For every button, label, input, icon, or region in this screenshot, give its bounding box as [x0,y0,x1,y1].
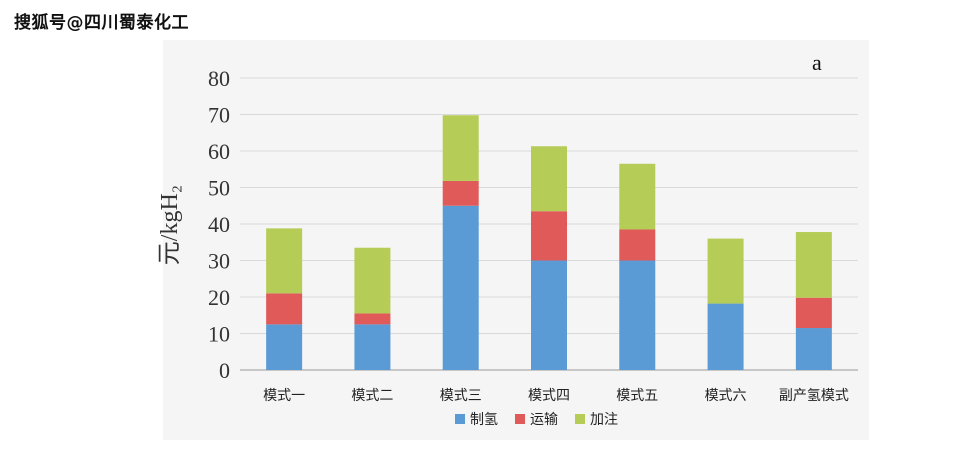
legend-label: 加注 [590,412,618,428]
watermark-text: 搜狐号@四川蜀泰化工 [14,13,189,33]
y-tick-label: 80 [208,66,230,91]
y-axis-label: 元/kgH₂ [157,185,183,265]
y-tick-label: 20 [208,285,230,310]
y-tick-label: 50 [208,176,230,201]
legend-swatch [455,414,465,424]
y-tick-labels: 0 10 20 30 40 50 60 70 80 [208,66,230,383]
bar-segment [619,260,656,370]
legend-label: 运输 [530,412,558,428]
bar-segment [619,229,656,261]
bar-segment [531,146,567,212]
y-tick-label: 30 [208,249,230,274]
legend-swatch [515,414,525,424]
bar-segment [531,211,567,261]
bar-segment [442,205,479,370]
bar-segment [442,115,479,181]
bar-segment [266,228,303,294]
bar-segment [266,324,303,370]
bar-segment [354,324,391,370]
bar-segment [619,163,656,230]
x-category-label: 模式四 [528,388,570,404]
y-tick-label: 10 [208,322,230,347]
x-category-label: 模式二 [351,388,393,404]
x-category-label: 副产氢模式 [779,388,849,404]
legend-swatch [575,414,585,424]
bar-segment [266,293,303,325]
panel-label: a [812,50,822,75]
legend-label: 制氢 [470,412,498,428]
x-category-label: 模式三 [440,388,482,404]
x-category-label: 模式五 [616,388,658,404]
y-tick-label: 40 [208,212,230,237]
bar-segment [442,180,479,206]
legend: 制氢 运输 加注 [455,412,618,428]
bar-segment [707,303,744,370]
bar-segment [354,313,391,325]
x-category-label: 模式六 [705,388,747,404]
y-tick-label: 0 [219,358,230,383]
x-category-label: 模式一 [263,388,305,404]
bar-segment [795,232,832,298]
bar-segment [354,247,391,314]
bar-segment [707,238,744,304]
x-category-labels: 模式一 模式二 模式三 模式四 模式五 模式六 副产氢模式 [263,388,849,404]
bars-group [266,115,832,370]
bar-segment [531,260,567,370]
bar-segment [795,328,832,370]
bar-segment [795,297,832,329]
y-tick-label: 60 [208,139,230,164]
y-tick-label: 70 [208,103,230,128]
